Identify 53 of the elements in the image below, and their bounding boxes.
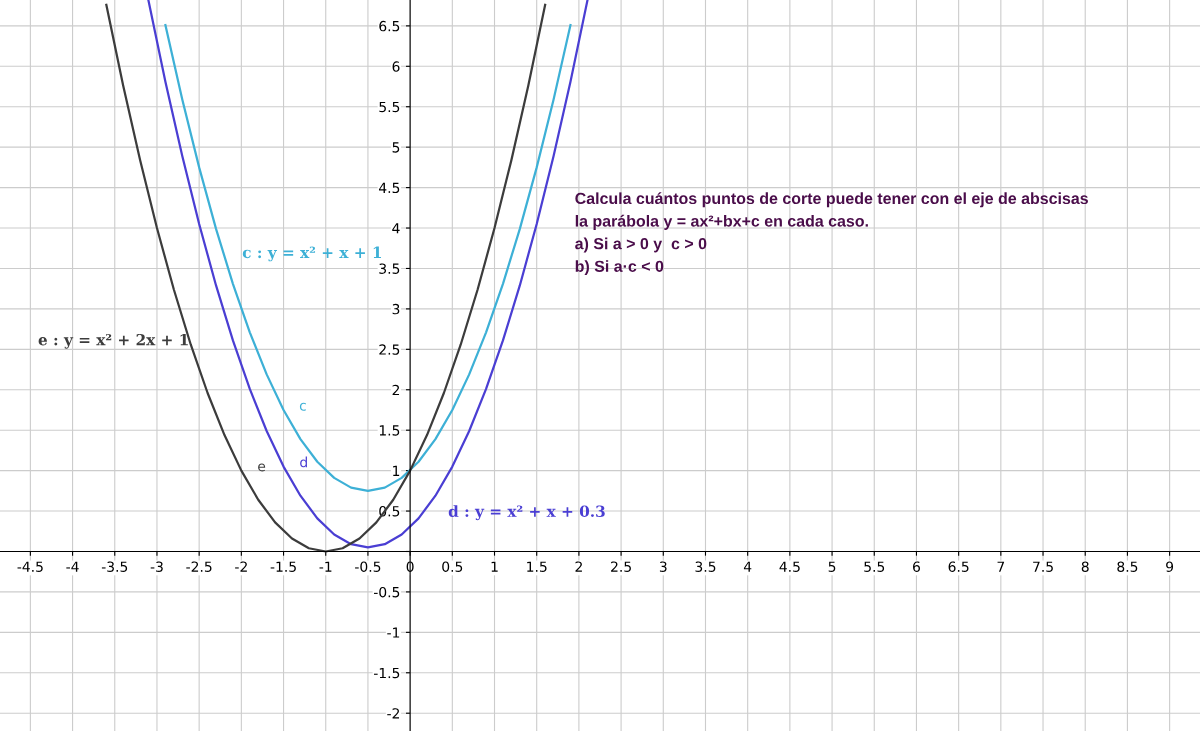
- series-label: c : y = x² + x + 1: [242, 246, 381, 262]
- x-tick-label: -4.5: [17, 561, 43, 572]
- annotation: la parábola y = ax²+bx+c en cada caso.: [575, 214, 868, 230]
- x-tick-label: -1: [319, 561, 332, 572]
- y-tick-label: 3.5: [379, 263, 400, 274]
- x-tick-label: -1.5: [270, 561, 296, 572]
- x-tick-label: 4.5: [779, 561, 800, 572]
- y-tick-label: 3: [392, 303, 400, 315]
- x-tick-label: -4: [66, 561, 79, 572]
- x-tick-label: 1: [491, 561, 498, 572]
- y-tick-label: -0.5: [373, 586, 400, 598]
- x-tick-label: 6: [913, 561, 920, 572]
- annotation: e: [258, 463, 266, 472]
- y-tick-label: 4: [392, 223, 400, 234]
- x-tick-label: 4: [743, 561, 752, 572]
- annotation: c: [299, 402, 306, 411]
- annotation: Calcula cuántos puntos de corte puede tener con el eje de abscisas: [575, 192, 1088, 208]
- series-label: e : y = x² + 2x + 1: [38, 333, 188, 349]
- y-tick-label: 4.5: [379, 182, 400, 194]
- x-tick-label: 8: [1081, 561, 1089, 572]
- x-tick-label: 7.5: [1033, 561, 1053, 572]
- y-tick-label: -1: [387, 627, 400, 638]
- x-tick-label: 3: [659, 561, 667, 572]
- x-tick-label: -2.5: [186, 561, 212, 572]
- x-tick-label: -2: [235, 561, 247, 572]
- x-tick-label: -0.5: [355, 561, 381, 572]
- y-tick-label: -1.5: [373, 667, 400, 679]
- y-tick-label: 6.5: [379, 20, 400, 32]
- y-tick-label: -2: [387, 708, 400, 719]
- x-tick-label: 8.5: [1117, 561, 1138, 572]
- x-tick-label: 7: [997, 561, 1005, 572]
- x-tick-label: 2.5: [611, 561, 631, 572]
- y-tick-label: 5.5: [379, 101, 400, 113]
- y-tick-label: 1: [393, 465, 400, 476]
- y-tick-label: 5: [392, 142, 400, 153]
- annotation: b) Si a·c < 0: [575, 260, 664, 276]
- x-tick-label: 1.5: [527, 561, 547, 572]
- annotation: d: [300, 456, 307, 468]
- series-label: d : y = x² + x + 0.3: [448, 505, 605, 521]
- x-tick-label: 9: [1166, 561, 1174, 572]
- x-tick-label: -3: [150, 561, 163, 572]
- x-tick-label: -3.5: [101, 561, 128, 572]
- y-tick-label: 2.5: [379, 344, 400, 355]
- annotation: a) Si a > 0 y c > 0: [575, 237, 707, 253]
- y-tick-label: 1.5: [379, 425, 400, 436]
- y-tick-label: 6: [392, 61, 400, 72]
- x-tick-label: 2: [575, 561, 582, 572]
- x-tick-label: 5.5: [864, 561, 885, 572]
- x-tick-label: 0.5: [442, 561, 463, 572]
- x-tick-label: 3.5: [695, 561, 716, 572]
- x-tick-label: 6.5: [948, 561, 969, 572]
- y-tick-label: 2: [392, 384, 400, 396]
- x-tick-label: 5: [828, 561, 836, 572]
